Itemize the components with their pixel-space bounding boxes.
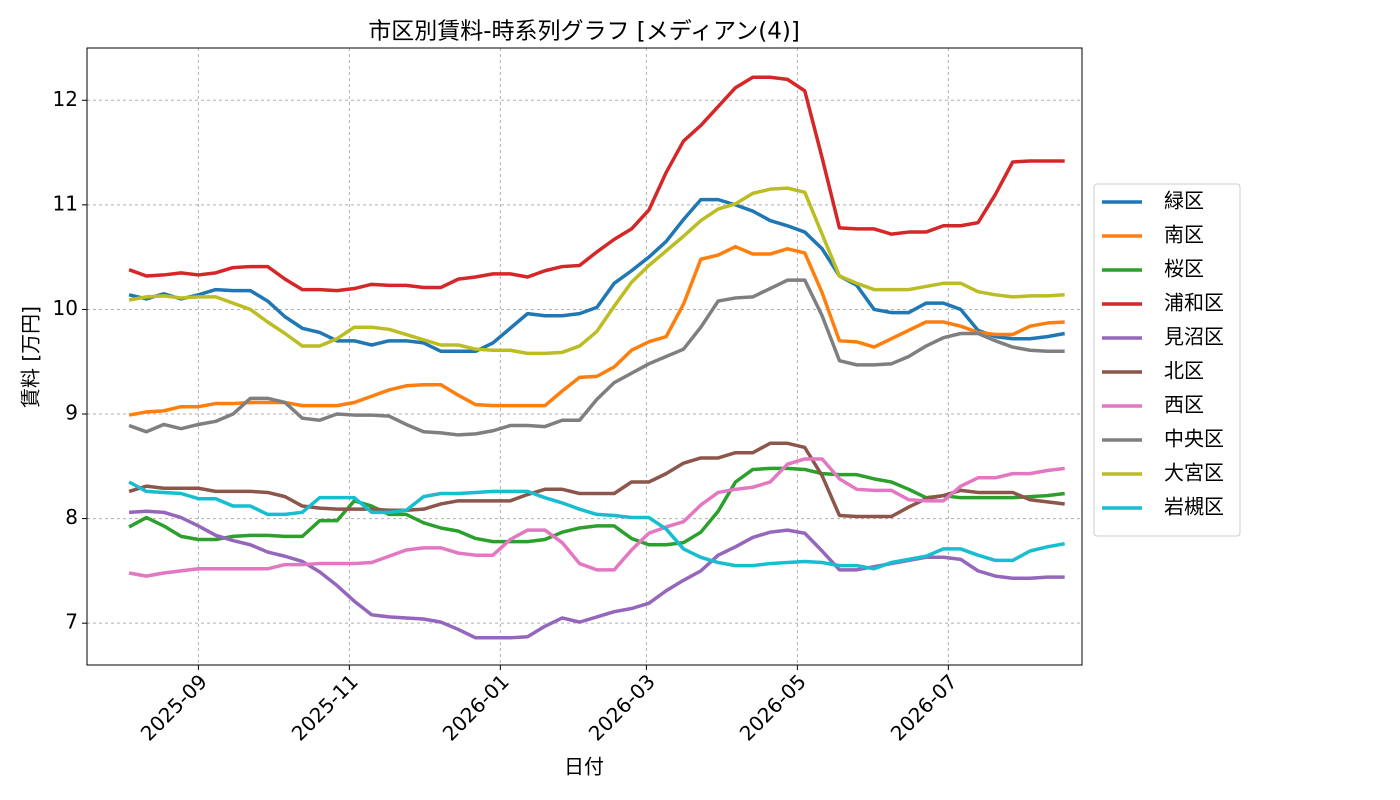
legend-label: 見沼区	[1164, 325, 1224, 349]
series-line	[128, 441, 1065, 519]
series-line	[128, 186, 1065, 356]
legend-label: 北区	[1164, 359, 1204, 383]
legend-label: 桜区	[1164, 257, 1204, 281]
legend-label: 大宮区	[1164, 461, 1224, 485]
series-line	[128, 457, 1065, 578]
y-tick-label: 11	[53, 191, 78, 215]
legend-frame	[1093, 183, 1241, 537]
legend-label: 南区	[1164, 223, 1204, 247]
series-line	[128, 197, 1065, 354]
y-tick-label: 7	[65, 610, 78, 634]
legend-label: 中央区	[1164, 427, 1224, 451]
series-line	[128, 509, 1065, 640]
x-tick-label: 2026-07	[886, 669, 962, 745]
x-axis-label: 日付	[564, 755, 604, 779]
legend-label: 西区	[1164, 393, 1204, 417]
y-tick-label: 12	[53, 87, 78, 111]
series-line	[128, 466, 1065, 547]
y-tick-label: 8	[65, 505, 78, 529]
y-axis-label: 賃料 [万円]	[19, 306, 43, 408]
legend-label: 浦和区	[1164, 291, 1224, 315]
x-tick-label: 2025-11	[287, 669, 363, 745]
series-line	[128, 480, 1065, 571]
y-tick-label: 10	[53, 296, 78, 320]
x-tick-label: 2026-01	[438, 669, 514, 745]
x-tick-label: 2025-09	[136, 669, 212, 745]
series-line	[128, 75, 1065, 293]
plot-frame	[86, 47, 1083, 666]
x-tick-label: 2026-05	[735, 669, 811, 745]
legend-label: 岩槻区	[1164, 495, 1224, 519]
y-tick-label: 9	[65, 401, 78, 425]
legend-label: 緑区	[1164, 189, 1204, 213]
chart-title: 市区別賃料-時系列グラフ [メディアン(4)]	[368, 19, 800, 45]
series-line	[128, 278, 1065, 437]
x-tick-label: 2026-03	[584, 669, 660, 745]
